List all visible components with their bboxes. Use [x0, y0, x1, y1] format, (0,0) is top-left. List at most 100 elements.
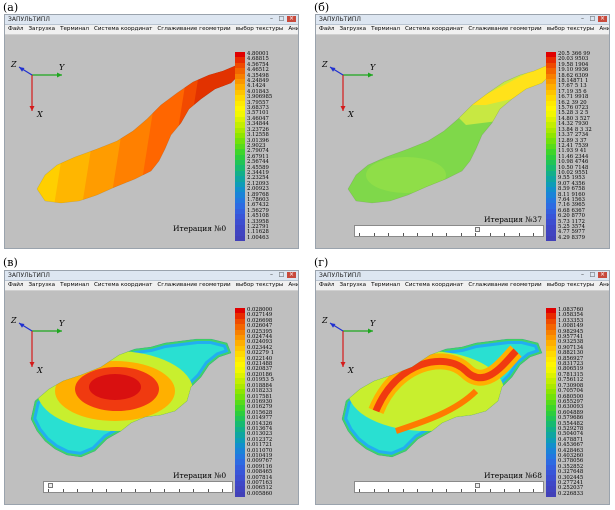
colorbar-tick-label: 5.73 1172	[558, 218, 585, 225]
colorbar-tick-label: 16.2 39 20	[558, 99, 587, 106]
menu-item[interactable]: Терминал	[371, 282, 401, 288]
menu-item[interactable]: Загрузка	[28, 282, 56, 288]
close-button[interactable]: ×	[287, 15, 296, 22]
colorbar-tick-label: 0.024744	[247, 334, 273, 341]
menu-item[interactable]: Терминал	[371, 26, 401, 32]
colorbar-swatch	[546, 235, 556, 242]
colorbar-tick-label: 0.008465	[247, 469, 273, 476]
colorbar-tick-label: 0.013023	[247, 431, 273, 438]
menu-item[interactable]: Файл	[319, 26, 335, 32]
menu-item[interactable]: выбор текстуры	[546, 26, 595, 32]
minimize-button[interactable]: –	[270, 271, 273, 278]
colorbar-tick-label: 0.026047	[247, 323, 273, 330]
colorbar-tick-label: 4.80001	[247, 51, 269, 57]
menu-item[interactable]: Анимация	[599, 282, 609, 288]
slider-thumb[interactable]	[48, 483, 53, 488]
iteration-label: Итерация №0	[173, 471, 227, 480]
menu-item[interactable]: Сглаживание геометрии	[157, 282, 231, 288]
menu-item[interactable]: Загрузка	[28, 26, 56, 32]
axis-z-label: Z	[10, 316, 17, 325]
colorbar-tick-label: 0.655297	[558, 398, 584, 405]
slider-thumb[interactable]	[475, 227, 480, 232]
menu-item[interactable]: выбор текстуры	[546, 282, 595, 288]
colorbar-tick-label: 14.80 3 527	[558, 115, 591, 122]
menu-item[interactable]: Файл	[8, 26, 24, 32]
slider-ticks	[355, 231, 543, 236]
colorbar-swatch	[235, 432, 245, 438]
slider-tick	[120, 489, 122, 492]
colorbar-swatch	[235, 230, 245, 236]
menu-item[interactable]: Анимация	[599, 26, 609, 32]
minimize-button[interactable]: –	[581, 271, 584, 278]
colorbar-swatch	[546, 116, 556, 123]
colorbar-swatch	[235, 421, 245, 428]
colorbar-swatch	[546, 127, 556, 134]
colorbar-tick-label: 13.37 2734	[558, 132, 589, 139]
colorbar	[235, 308, 245, 498]
viewport[interactable]: Z Y X 1.083760 1.058354 1.033353 1.008149 0.982…	[316, 291, 609, 504]
menu-item[interactable]: выбор текстуры	[235, 282, 284, 288]
menu-item[interactable]: Система координат	[94, 282, 153, 288]
colorbar-swatch	[546, 372, 556, 379]
menu-item[interactable]: Загрузка	[339, 26, 367, 32]
menu-item[interactable]: выбор текстуры	[235, 26, 284, 32]
colorbar-swatch	[546, 383, 556, 390]
menu-item[interactable]: Терминал	[60, 282, 90, 288]
colorbar-tick-label: 0.604889	[558, 409, 584, 416]
colorbar-swatch	[546, 405, 556, 411]
colorbar-swatch	[235, 208, 245, 215]
colorbar-swatch	[546, 356, 556, 363]
minimize-button[interactable]: –	[581, 15, 584, 22]
slider-tick	[359, 489, 360, 492]
colorbar-swatch	[235, 95, 245, 101]
menu-item[interactable]: Анимация	[288, 282, 298, 288]
maximize-button[interactable]: □	[278, 271, 285, 278]
colorbar-swatch	[546, 313, 556, 320]
axis-y-label: Y	[370, 319, 376, 328]
timeline-slider[interactable]	[354, 225, 544, 237]
timeline-slider[interactable]	[354, 481, 544, 493]
viewport[interactable]: Z Y X 0.028000 0.027149 0.026698 0.026047 0.025…	[5, 291, 298, 504]
maximize-button[interactable]: □	[278, 15, 285, 22]
menu-item[interactable]: Загрузка	[339, 282, 367, 288]
menu-item[interactable]: Сглаживание геометрии	[157, 26, 231, 32]
timeline-slider[interactable]	[43, 481, 233, 493]
window-title: ЗАПУЛЬТИПЛ	[8, 272, 50, 279]
colorbar-swatch	[546, 214, 556, 220]
colorbar-tick-label: 0.302445	[558, 474, 584, 481]
colorbar-swatch	[235, 318, 245, 325]
menu-item[interactable]: Система координат	[94, 26, 153, 32]
slider-tick	[446, 233, 447, 236]
colorbar-swatch	[235, 399, 245, 406]
maximize-button[interactable]: □	[589, 271, 596, 278]
title-bar: ЗАПУЛЬТИПЛ – □ ×	[5, 15, 298, 25]
maximize-button[interactable]: □	[589, 15, 596, 22]
menu-item[interactable]: Файл	[8, 282, 24, 288]
slider-thumb[interactable]	[475, 483, 480, 488]
close-button[interactable]: ×	[598, 271, 607, 278]
colorbar-swatch	[546, 362, 556, 368]
colorbar-swatch	[546, 491, 556, 498]
menu-item[interactable]: Анимация	[288, 26, 298, 32]
minimize-button[interactable]: –	[270, 15, 273, 22]
menu-item[interactable]: Терминал	[60, 26, 90, 32]
colorbar-swatch	[235, 160, 245, 166]
menu-item[interactable]: Файл	[319, 282, 335, 288]
menu-bar: Файл Загрузка Терминал Система координат Сгл…	[5, 281, 298, 291]
viewport[interactable]: Z Y X 4.80001 4.68815 4.56754 4.46512 4.35498 4.…	[5, 35, 298, 248]
colorbar-tick-label: 4.24849	[247, 78, 269, 85]
colorbar-swatch	[546, 437, 556, 444]
colorbar-swatch	[235, 143, 245, 150]
colorbar-swatch	[546, 111, 556, 118]
menu-item[interactable]: Система координат	[405, 282, 464, 288]
close-button[interactable]: ×	[287, 271, 296, 278]
menu-item[interactable]: Сглаживание геометрии	[468, 26, 542, 32]
colorbar-tick-label: 0.705704	[558, 388, 584, 395]
viewport[interactable]: Z Y X 20.5 366 99 20.03 9503 19.58 1904 19.10 …	[316, 35, 609, 248]
colorbar-labels: 4.80001 4.68815 4.56754 4.46512 4.35498 4.248…	[247, 51, 272, 241]
menu-item[interactable]: Система координат	[405, 26, 464, 32]
close-button[interactable]: ×	[598, 15, 607, 22]
lake-surface-map	[36, 65, 235, 204]
menu-item[interactable]: Сглаживание геометрии	[468, 282, 542, 288]
colorbar-tick-label: 1.45108	[247, 213, 269, 220]
